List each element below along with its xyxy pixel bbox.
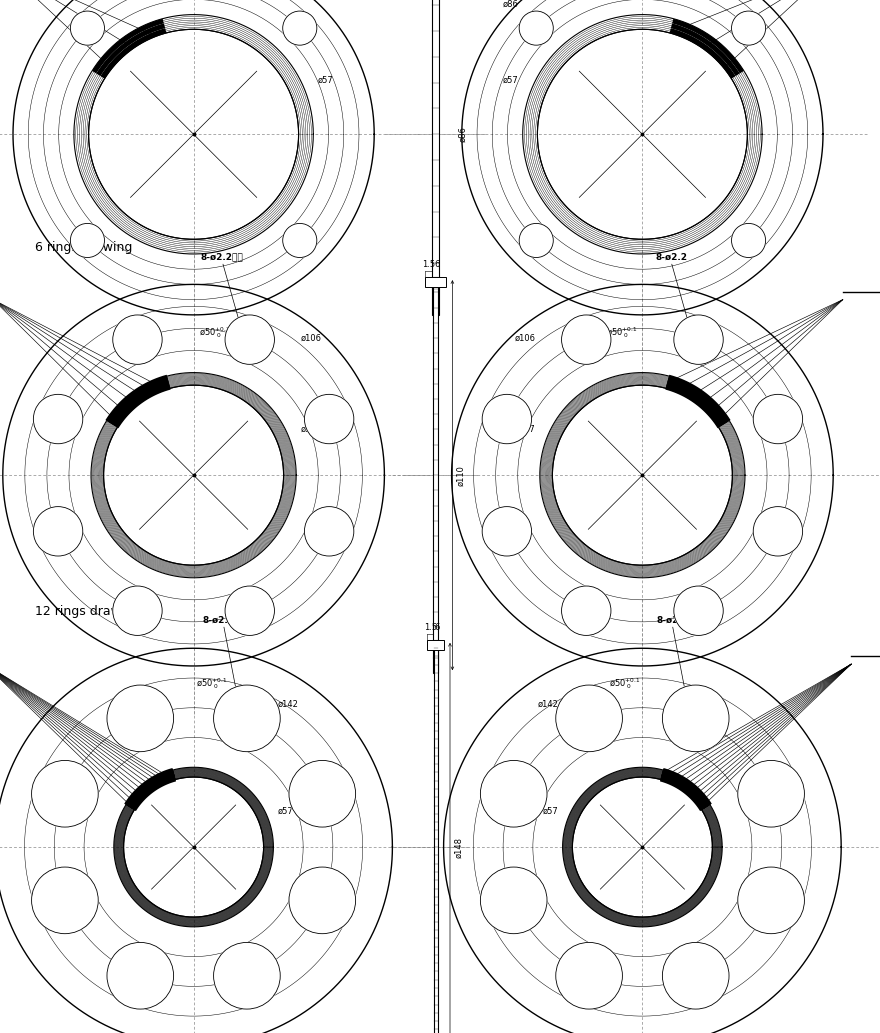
Text: ø57: ø57 [277, 807, 293, 816]
Text: ø106: ø106 [300, 334, 321, 342]
Circle shape [731, 11, 766, 45]
Text: ø148: ø148 [454, 837, 463, 857]
Circle shape [519, 11, 554, 45]
Circle shape [561, 586, 611, 635]
Text: ø142: ø142 [277, 699, 298, 709]
Circle shape [737, 867, 804, 934]
Circle shape [556, 685, 622, 752]
Circle shape [214, 942, 280, 1009]
Text: ø57: ø57 [503, 75, 518, 85]
Circle shape [561, 315, 611, 365]
Circle shape [480, 760, 547, 827]
Bar [425, 277, 446, 287]
Circle shape [674, 315, 723, 365]
Circle shape [556, 942, 622, 1009]
Circle shape [225, 586, 275, 635]
Text: 1.5: 1.5 [424, 623, 436, 632]
Circle shape [674, 586, 723, 635]
Text: 8-ø2.2均布: 8-ø2.2均布 [201, 252, 244, 261]
Text: ø50$^{+0.1}_{\ 0}$: ø50$^{+0.1}_{\ 0}$ [609, 676, 640, 691]
Circle shape [33, 506, 83, 556]
Text: ø57: ø57 [543, 807, 559, 816]
Text: ø57: ø57 [318, 75, 333, 85]
Text: 6: 6 [434, 623, 439, 632]
Text: ø57: ø57 [520, 425, 536, 434]
Circle shape [289, 760, 356, 827]
Circle shape [663, 685, 729, 752]
Text: ø110: ø110 [457, 465, 466, 486]
Bar [434, 639, 437, 1033]
Circle shape [225, 315, 275, 365]
Text: 8-ø2.2: 8-ø2.2 [656, 616, 688, 624]
Circle shape [33, 395, 83, 444]
Text: 12 rings drawing: 12 rings drawing [35, 605, 140, 619]
Bar [427, 639, 444, 650]
Circle shape [107, 685, 173, 752]
Circle shape [304, 506, 354, 556]
Circle shape [107, 942, 173, 1009]
Circle shape [519, 223, 554, 257]
Text: 6: 6 [434, 260, 440, 270]
Circle shape [32, 867, 99, 934]
Circle shape [282, 11, 317, 45]
Circle shape [113, 586, 162, 635]
Circle shape [731, 223, 766, 257]
Text: ø57: ø57 [300, 425, 316, 434]
Text: ø50$^{+0.1}_{\ 0}$: ø50$^{+0.1}_{\ 0}$ [199, 325, 231, 340]
Text: ø86: ø86 [502, 0, 518, 8]
Text: 8-ø2.2: 8-ø2.2 [655, 252, 687, 261]
Text: 8-ø2.2均布: 8-ø2.2均布 [202, 616, 245, 624]
Text: ø86: ø86 [458, 126, 467, 143]
Text: ø106: ø106 [515, 334, 536, 342]
Circle shape [482, 506, 532, 556]
Text: 6 rings drawing: 6 rings drawing [35, 242, 132, 254]
Circle shape [282, 223, 317, 257]
Circle shape [289, 867, 356, 934]
Circle shape [753, 506, 803, 556]
Bar [432, 0, 439, 315]
Text: ø50$^{+0.1}_{\ 0}$: ø50$^{+0.1}_{\ 0}$ [196, 676, 227, 691]
Circle shape [482, 395, 532, 444]
Circle shape [753, 395, 803, 444]
Circle shape [70, 11, 105, 45]
Bar [433, 277, 438, 674]
Text: ø142: ø142 [538, 699, 559, 709]
Circle shape [214, 685, 280, 752]
Circle shape [663, 942, 729, 1009]
Circle shape [304, 395, 354, 444]
Text: ø50$^{+0.1}_{\ 0}$: ø50$^{+0.1}_{\ 0}$ [605, 325, 637, 340]
Circle shape [32, 760, 99, 827]
Circle shape [70, 223, 105, 257]
Text: 1.5: 1.5 [422, 260, 436, 270]
Circle shape [480, 867, 547, 934]
Circle shape [737, 760, 804, 827]
Circle shape [113, 315, 162, 365]
